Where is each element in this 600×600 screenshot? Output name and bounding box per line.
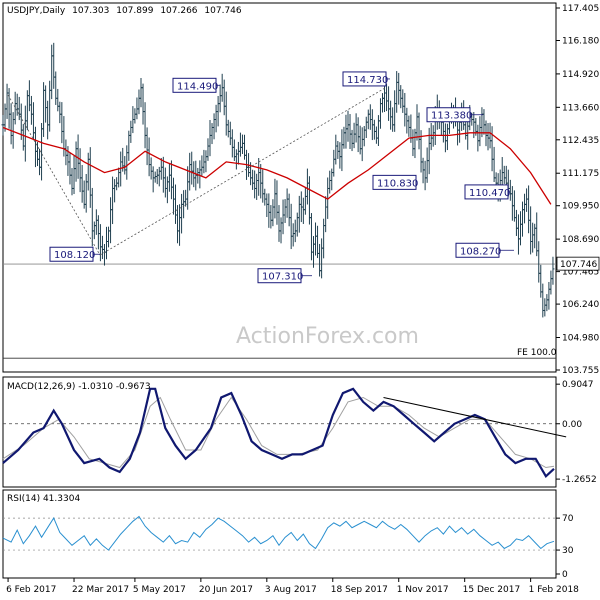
annotation-box: [464, 184, 509, 200]
x-tick-label: 1 Nov 2017: [397, 585, 449, 595]
price-close: 107.746: [204, 6, 241, 16]
price-y-tick-label: 111.175: [562, 169, 599, 179]
x-tick-label: 5 May 2017: [133, 585, 186, 595]
price-header: USDJPY,Daily 107.303 107.899 107.266 107…: [7, 6, 242, 16]
price-symbol: USDJPY,Daily: [7, 6, 66, 16]
annotation-box: [172, 77, 217, 93]
annotation-box: [342, 71, 387, 87]
watermark: ActionForex.com: [236, 324, 419, 349]
last-price-box: [556, 256, 600, 271]
moving-average-line: [2, 126, 552, 205]
price-low: 107.266: [160, 6, 197, 16]
rsi-y-tick-label: 0: [562, 570, 568, 580]
rsi-y-tick-label: 70: [562, 514, 574, 524]
macd-trendline: [383, 397, 567, 438]
annotation-box: [49, 246, 94, 262]
panel-frames: [2, 2, 557, 579]
annotation-label: 110.830: [377, 178, 418, 189]
rsi-y-tick-label: 30: [562, 546, 574, 556]
price-y-tick-label: 109.950: [562, 202, 599, 212]
dotted-trendline: [7, 94, 101, 256]
x-tick-label: 20 Jun 2017: [199, 585, 253, 595]
price-y-tick-label: 116.180: [562, 36, 599, 46]
price-y-tick-label: 107.465: [562, 268, 599, 278]
macd-y-tick-label: 0.9047: [562, 380, 594, 390]
x-tick-label: 22 Mar 2017: [72, 585, 129, 595]
price-y-tick-label: 108.690: [562, 235, 599, 245]
x-tick-label: 6 Feb 2017: [6, 585, 56, 595]
x-tick-label: 1 Feb 2018: [529, 585, 580, 595]
annotation-label: 108.120: [54, 250, 95, 261]
annotation-label: 114.490: [177, 81, 218, 92]
price-panel-frame: [2, 2, 557, 373]
price-open: 107.303: [72, 6, 109, 16]
macd-line: [2, 387, 555, 479]
last-price-label: 107.746: [560, 260, 597, 270]
annotation-label: 110.470: [469, 188, 510, 199]
price-y-tick-label: 112.435: [562, 136, 599, 146]
price-y-tick-label: 104.980: [562, 334, 599, 344]
fe-label: FE 100.0: [517, 348, 557, 358]
dotted-trendline: [99, 87, 386, 256]
x-tick-label: 15 Dec 2017: [463, 585, 521, 595]
price-y-tick-label: 114.920: [562, 70, 599, 80]
annotation-box: [426, 107, 471, 123]
price-y-tick-label: 103.755: [562, 366, 599, 376]
price-layer: 117.405 116.180 114.920 113.660 112.435 111.1…: [1, 4, 600, 376]
annotation-label: 108.270: [460, 246, 501, 257]
rsi-header: RSI(14) 41.3304: [7, 494, 80, 504]
macd-panel-frame: [2, 376, 557, 488]
macd-y-tick-label: -1.2652: [562, 475, 597, 485]
macd-layer: 0.9047 0.00 -1.2652: [2, 380, 597, 485]
annotation-box: [257, 268, 302, 284]
macd-header: MACD(12,26,9) -1.0310 -0.9673: [7, 382, 151, 392]
rsi-panel-frame: [2, 489, 557, 579]
rsi-line: [2, 515, 555, 551]
annotation-label: 114.730: [347, 75, 388, 86]
price-y-tick-label: 113.660: [562, 103, 599, 113]
price-y-tick-label: 106.240: [562, 300, 599, 310]
x-tick-label: 18 Sep 2017: [331, 585, 388, 595]
annotation-box: [372, 174, 417, 190]
macd-y-tick-label: 0.00: [562, 420, 582, 430]
price-y-tick-label: 117.405: [562, 4, 599, 14]
annotation-label: 113.380: [431, 111, 472, 122]
annotation-label: 107.310: [262, 272, 303, 283]
x-axis: 6 Feb 2017 22 Mar 2017 5 May 2017 20 Jun 20…: [6, 578, 579, 595]
rsi-layer: 70 30 0: [2, 514, 574, 580]
annotation-box: [455, 242, 500, 258]
x-tick-label: 3 Aug 2017: [265, 585, 317, 595]
price-high: 107.899: [116, 6, 153, 16]
